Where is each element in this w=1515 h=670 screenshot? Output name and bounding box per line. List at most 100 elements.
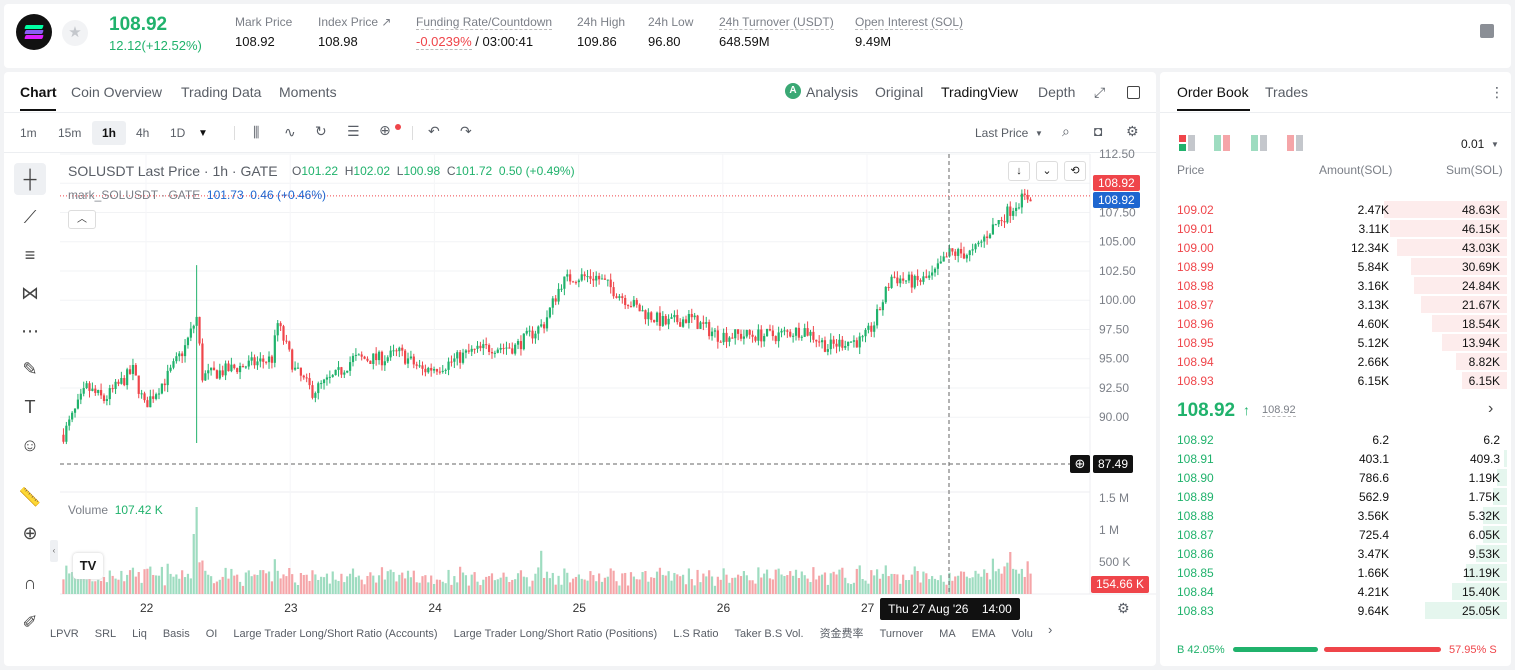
- ask-row[interactable]: 108.98 3.16K 24.84K: [1164, 276, 1507, 294]
- indicator-next-icon[interactable]: ›: [1048, 622, 1053, 637]
- fullscreen-icon[interactable]: ⤢: [1094, 84, 1106, 100]
- bid-row[interactable]: 108.84 4.21K 15.40K: [1164, 582, 1507, 600]
- bid-row[interactable]: 108.86 3.47K 9.53K: [1164, 544, 1507, 562]
- bid-row[interactable]: 108.91 403.1 409.3: [1164, 449, 1507, 467]
- ask-row[interactable]: 108.94 2.66K 8.82K: [1164, 352, 1507, 370]
- tab-trades[interactable]: Trades: [1265, 84, 1309, 100]
- more-options-icon[interactable]: ⋮: [1490, 84, 1504, 100]
- tab-trading-data[interactable]: Trading Data: [181, 84, 262, 100]
- fib-tool-icon[interactable]: ≡: [24, 245, 36, 265]
- tradingview-logo[interactable]: TV: [73, 553, 103, 579]
- tab-tradingview[interactable]: TradingView: [941, 84, 1019, 100]
- interval-1d[interactable]: 1D: [170, 126, 186, 140]
- precision-chevron-icon[interactable]: ▼: [1491, 140, 1499, 149]
- indicator-4[interactable]: OI: [205, 628, 218, 640]
- redo-icon[interactable]: ↷: [460, 123, 472, 139]
- window-icon[interactable]: [1127, 86, 1140, 99]
- camera-icon[interactable]: ◘: [1094, 123, 1103, 139]
- indicator-5[interactable]: Large Trader Long/Short Ratio (Accounts): [233, 628, 438, 640]
- collapse-toolbar-icon[interactable]: ‹: [50, 540, 58, 562]
- indicator-2[interactable]: Liq: [132, 628, 147, 640]
- ask-row[interactable]: 108.95 5.12K 13.94K: [1164, 333, 1507, 351]
- bid-row[interactable]: 108.92 6.2 6.2: [1164, 430, 1507, 448]
- price-source-chevron-icon[interactable]: ▼: [1035, 129, 1043, 138]
- indicator-6[interactable]: Large Trader Long/Short Ratio (Positions…: [453, 628, 658, 640]
- refresh-icon[interactable]: ⟲: [1064, 161, 1086, 181]
- magnet-tool-icon[interactable]: ∩: [23, 573, 37, 593]
- indicator-11[interactable]: MA: [939, 628, 956, 640]
- index-price-label[interactable]: Index Price ↗: [318, 15, 392, 29]
- indicator-7[interactable]: L.S Ratio: [673, 628, 719, 640]
- candle-type-icon[interactable]: ⫼: [253, 124, 260, 140]
- interval-15m[interactable]: 15m: [58, 126, 82, 140]
- indicator-12[interactable]: EMA: [971, 628, 996, 640]
- ask-row[interactable]: 108.93 6.15K 6.15K: [1164, 371, 1507, 389]
- ask-row[interactable]: 108.99 5.84K 30.69K: [1164, 257, 1507, 275]
- add-indicator-icon[interactable]: ⊕: [379, 122, 391, 138]
- brush-tool-icon[interactable]: ✎: [22, 359, 38, 379]
- emoji-tool-icon[interactable]: ☺: [20, 435, 40, 455]
- bid-row[interactable]: 108.87 725.4 6.05K: [1164, 525, 1507, 543]
- add-alert-icon[interactable]: ⊕: [1070, 455, 1090, 473]
- ask-row[interactable]: 108.97 3.13K 21.67K: [1164, 295, 1507, 313]
- indicators-icon[interactable]: ∿: [284, 124, 296, 140]
- tab-coin-overview[interactable]: Coin Overview: [71, 84, 163, 100]
- candlestick-chart[interactable]: 112.50110.00107.50105.00102.50100.0097.5…: [0, 0, 1160, 620]
- price-source-select[interactable]: Last Price: [975, 126, 1029, 140]
- tab-analysis[interactable]: Analysis: [806, 84, 859, 100]
- trend-line-tool-icon[interactable]: ⟋: [23, 207, 37, 227]
- ruler-tool-icon[interactable]: 📏: [18, 487, 42, 507]
- prediction-tool-icon[interactable]: ⋯: [21, 321, 39, 341]
- notes-icon[interactable]: [1480, 24, 1494, 38]
- tab-depth[interactable]: Depth: [1038, 84, 1076, 100]
- scroll-down-icon[interactable]: ↓: [1008, 161, 1030, 181]
- indicator-0[interactable]: LPVR: [50, 628, 79, 640]
- indicator-8[interactable]: Taker B.S Vol.: [734, 628, 804, 640]
- search-icon[interactable]: ⌕: [1062, 123, 1070, 139]
- funding-rate-label[interactable]: Funding Rate/Countdown: [416, 15, 553, 30]
- precision-select[interactable]: 0.01: [1461, 137, 1485, 151]
- candle-body: [1000, 219, 1003, 222]
- collapse-icon[interactable]: ⌄: [1036, 161, 1058, 181]
- zoom-tool-icon[interactable]: ⊕: [22, 523, 38, 543]
- crosshair-tool-icon[interactable]: ┼: [14, 163, 46, 195]
- tab-moments[interactable]: Moments: [279, 84, 337, 100]
- tab-chart[interactable]: Chart: [20, 84, 57, 100]
- indicator-9[interactable]: 资金费率: [819, 628, 864, 640]
- collapse-legend-button[interactable]: ︿: [68, 210, 96, 229]
- candle-body: [864, 329, 867, 337]
- tab-order-book[interactable]: Order Book: [1177, 84, 1249, 100]
- bid-row[interactable]: 108.89 562.9 1.75K: [1164, 487, 1507, 505]
- interval-1h[interactable]: 1h: [102, 126, 117, 140]
- ask-row[interactable]: 108.96 4.60K 18.54K: [1164, 314, 1507, 332]
- compare-icon[interactable]: ↻: [315, 123, 327, 139]
- view-asks-icon[interactable]: [1287, 135, 1303, 151]
- interval-1m[interactable]: 1m: [20, 126, 37, 140]
- favorite-star-icon[interactable]: ★: [62, 20, 88, 46]
- view-bids-icon[interactable]: [1251, 135, 1267, 151]
- ask-row[interactable]: 109.01 3.11K 46.15K: [1164, 219, 1507, 237]
- pattern-tool-icon[interactable]: ⋈: [21, 283, 39, 303]
- bid-row[interactable]: 108.90 786.6 1.19K: [1164, 468, 1507, 486]
- indicator-13[interactable]: Volu: [1011, 628, 1033, 640]
- bid-row[interactable]: 108.83 9.64K 25.05K: [1164, 601, 1507, 619]
- bid-row[interactable]: 108.88 3.56K 5.32K: [1164, 506, 1507, 524]
- ask-row[interactable]: 109.00 12.34K 43.03K: [1164, 238, 1507, 256]
- undo-icon[interactable]: ↶: [428, 123, 440, 139]
- indicator-10[interactable]: Turnover: [879, 628, 924, 640]
- settings-gear-icon[interactable]: ⚙: [1126, 123, 1139, 139]
- interval-4h[interactable]: 4h: [136, 126, 150, 140]
- layout-icon[interactable]: ☰: [347, 123, 360, 139]
- tab-original[interactable]: Original: [875, 84, 924, 100]
- chart-settings-icon[interactable]: ⚙: [1117, 600, 1130, 616]
- indicator-1[interactable]: SRL: [94, 628, 117, 640]
- ask-row[interactable]: 109.02 2.47K 48.63K: [1164, 200, 1507, 218]
- pencil-lock-tool-icon[interactable]: ✐: [22, 612, 38, 632]
- interval-dropdown-icon[interactable]: ▼: [198, 128, 208, 139]
- view-dual-icon[interactable]: [1214, 135, 1230, 151]
- indicator-3[interactable]: Basis: [162, 628, 190, 640]
- view-both-icon[interactable]: [1179, 135, 1195, 151]
- bid-row[interactable]: 108.85 1.66K 11.19K: [1164, 563, 1507, 581]
- text-tool-icon[interactable]: T: [24, 397, 36, 417]
- ob-mid-chevron-icon[interactable]: ›: [1488, 400, 1494, 417]
